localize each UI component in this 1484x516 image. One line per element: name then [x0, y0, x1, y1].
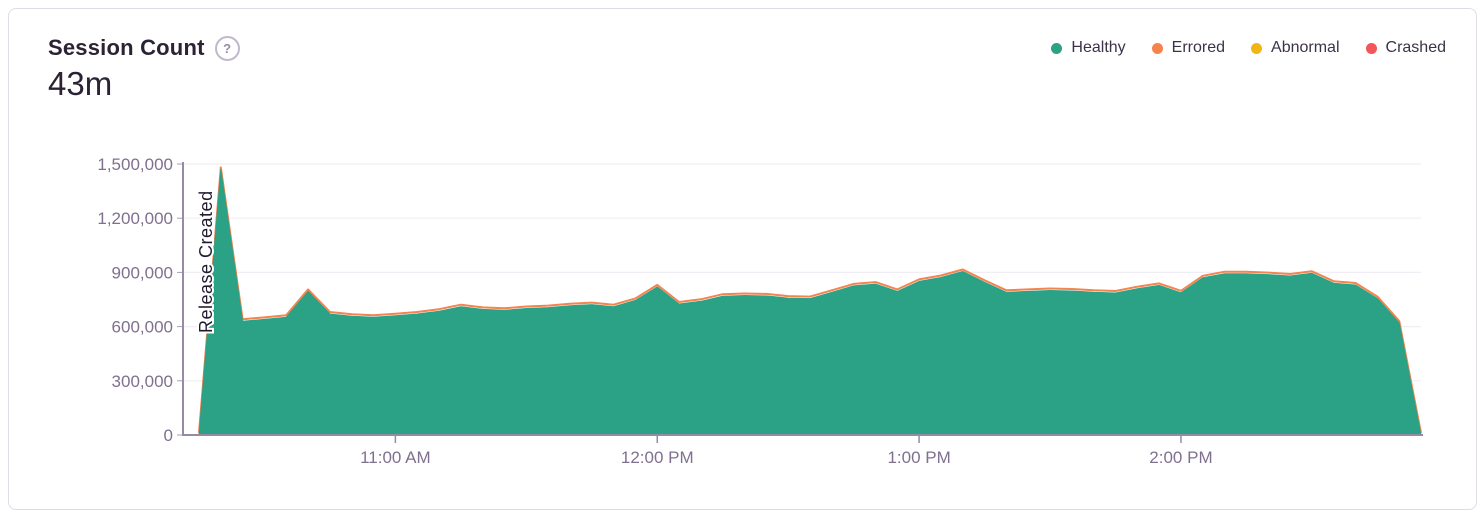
y-axis-label: 600,000: [112, 318, 173, 337]
help-icon[interactable]: ?: [214, 35, 240, 61]
legend-label-healthy: Healthy: [1071, 39, 1126, 56]
x-axis-label: 2:00 PM: [1149, 448, 1212, 467]
x-axis-label: 12:00 PM: [621, 448, 694, 467]
healthy-area-series: [198, 168, 1422, 436]
session-count-chart: 0 300,000 600,000 900,000 1,200,000 1,500,000…: [97, 155, 1423, 467]
legend-label-errored: Errored: [1171, 39, 1226, 56]
legend-dot-errored: [1151, 42, 1163, 54]
y-axis-label: 900,000: [112, 263, 173, 282]
session-count-card: Session Count ? Healthy Errored Abnormal Cr…: [8, 8, 1477, 510]
y-axis-label: 0: [164, 426, 173, 445]
errored-series-edge: [198, 166, 1422, 434]
chart-legend: Healthy Errored Abnormal Crashed: [1051, 39, 1446, 57]
legend-item-errored[interactable]: Errored: [1151, 39, 1226, 57]
card-header: Session Count ? Healthy Errored Abnormal Cr…: [9, 9, 1476, 61]
legend-dot-healthy: [1051, 42, 1063, 54]
x-axis-label: 11:00 AM: [360, 448, 431, 467]
legend-dot-abnormal: [1251, 42, 1263, 54]
release-created-annotation: Release Created: [196, 190, 216, 333]
legend-item-crashed[interactable]: Crashed: [1365, 39, 1446, 57]
legend-item-healthy[interactable]: Healthy: [1051, 39, 1126, 57]
legend-label-abnormal: Abnormal: [1271, 39, 1340, 56]
legend-dot-crashed: [1365, 42, 1377, 54]
session-total: 43m: [48, 65, 113, 102]
y-axis-label: 300,000: [112, 372, 173, 391]
legend-item-abnormal[interactable]: Abnormal: [1251, 39, 1340, 57]
y-axis-label: 1,200,000: [97, 209, 173, 228]
chart-title: Session Count: [48, 35, 205, 60]
y-axis-label: 1,500,000: [97, 155, 173, 174]
legend-label-crashed: Crashed: [1385, 39, 1446, 56]
x-axis-label: 1:00 PM: [887, 448, 950, 467]
